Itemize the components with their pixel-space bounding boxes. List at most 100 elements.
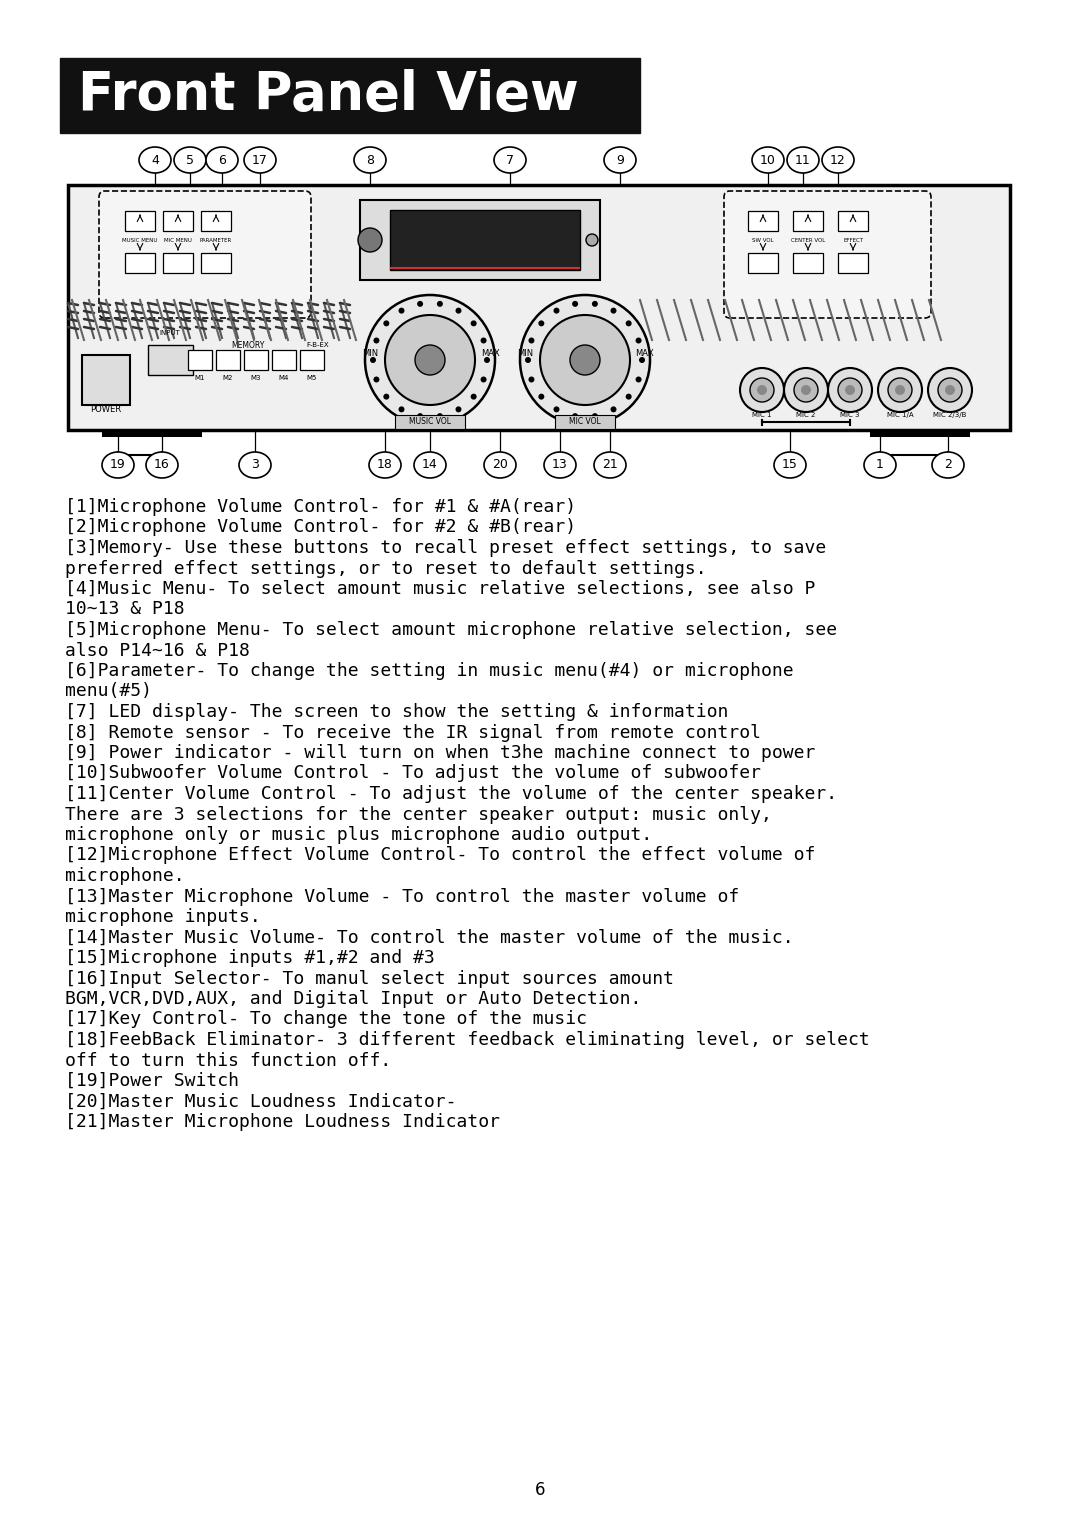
Text: 10~13 & P18: 10~13 & P18: [65, 600, 185, 619]
Circle shape: [399, 407, 405, 413]
Text: [19]Power Switch: [19]Power Switch: [65, 1071, 239, 1090]
Text: MAX: MAX: [481, 349, 499, 358]
Text: 10: 10: [760, 154, 775, 166]
Ellipse shape: [864, 453, 896, 479]
Circle shape: [456, 308, 461, 314]
FancyBboxPatch shape: [360, 200, 600, 280]
Text: 14: 14: [422, 459, 437, 471]
Text: [6]Parameter- To change the setting in music menu(#4) or microphone: [6]Parameter- To change the setting in m…: [65, 661, 794, 680]
Text: [21]Master Microphone Loudness Indicator: [21]Master Microphone Loudness Indicator: [65, 1113, 500, 1131]
Ellipse shape: [414, 453, 446, 479]
Circle shape: [525, 357, 531, 363]
Ellipse shape: [494, 146, 526, 174]
Text: [4]Music Menu- To select amount music relative selections, see also P: [4]Music Menu- To select amount music re…: [65, 581, 815, 597]
Text: CENTER VOL: CENTER VOL: [791, 238, 825, 242]
FancyBboxPatch shape: [102, 431, 202, 437]
FancyBboxPatch shape: [748, 210, 778, 232]
Text: [18]FeebBack Eliminator- 3 different feedback eliminating level, or select: [18]FeebBack Eliminator- 3 different fee…: [65, 1032, 869, 1049]
Circle shape: [415, 344, 445, 375]
FancyBboxPatch shape: [793, 210, 823, 232]
Ellipse shape: [354, 146, 386, 174]
Text: MIN: MIN: [517, 349, 534, 358]
FancyBboxPatch shape: [244, 351, 268, 370]
Text: microphone only or music plus microphone audio output.: microphone only or music plus microphone…: [65, 826, 652, 844]
Ellipse shape: [544, 453, 576, 479]
Circle shape: [794, 378, 818, 402]
Text: MIC 2: MIC 2: [796, 411, 815, 418]
Text: 2: 2: [944, 459, 951, 471]
Text: 13: 13: [552, 459, 568, 471]
Text: [14]Master Music Volume- To control the master volume of the music.: [14]Master Music Volume- To control the …: [65, 928, 794, 946]
Text: MAX: MAX: [636, 349, 654, 358]
Text: 7: 7: [507, 154, 514, 166]
Circle shape: [417, 300, 423, 306]
FancyBboxPatch shape: [555, 415, 615, 428]
Text: F-B-EX: F-B-EX: [307, 341, 329, 347]
Circle shape: [610, 308, 617, 314]
Text: PARAMETER: PARAMETER: [200, 238, 232, 242]
Circle shape: [750, 378, 774, 402]
Ellipse shape: [139, 146, 171, 174]
Circle shape: [484, 357, 490, 363]
Circle shape: [757, 386, 767, 395]
Text: MUSIC VOL: MUSIC VOL: [409, 416, 451, 425]
Circle shape: [572, 300, 578, 306]
Text: menu(#5): menu(#5): [65, 683, 152, 701]
Circle shape: [417, 413, 423, 419]
Circle shape: [383, 393, 389, 399]
FancyBboxPatch shape: [125, 210, 156, 232]
Text: 12: 12: [831, 154, 846, 166]
Ellipse shape: [787, 146, 819, 174]
Circle shape: [540, 315, 630, 405]
Text: 16: 16: [154, 459, 170, 471]
Text: 9: 9: [616, 154, 624, 166]
Text: [17]Key Control- To change the tone of the music: [17]Key Control- To change the tone of t…: [65, 1010, 588, 1029]
Text: also P14~16 & P18: also P14~16 & P18: [65, 642, 249, 660]
Circle shape: [528, 337, 535, 343]
Circle shape: [471, 320, 476, 326]
Circle shape: [437, 300, 443, 306]
FancyBboxPatch shape: [216, 351, 240, 370]
Text: [5]Microphone Menu- To select amount microphone relative selection, see: [5]Microphone Menu- To select amount mic…: [65, 620, 837, 639]
Text: [1]Microphone Volume Control- for #1 & #A(rear): [1]Microphone Volume Control- for #1 & #…: [65, 498, 576, 517]
Circle shape: [838, 378, 862, 402]
Text: 5: 5: [186, 154, 194, 166]
Text: 18: 18: [377, 459, 393, 471]
Ellipse shape: [239, 453, 271, 479]
FancyBboxPatch shape: [201, 210, 231, 232]
Ellipse shape: [174, 146, 206, 174]
Ellipse shape: [369, 453, 401, 479]
Text: 6: 6: [535, 1481, 545, 1500]
Text: off to turn this function off.: off to turn this function off.: [65, 1052, 391, 1070]
Ellipse shape: [594, 453, 626, 479]
Circle shape: [570, 344, 600, 375]
Circle shape: [399, 308, 405, 314]
Text: [3]Memory- Use these buttons to recall preset effect settings, to save: [3]Memory- Use these buttons to recall p…: [65, 539, 826, 556]
Text: [15]Microphone inputs #1,#2 and #3: [15]Microphone inputs #1,#2 and #3: [65, 949, 435, 968]
Circle shape: [554, 308, 559, 314]
FancyBboxPatch shape: [838, 253, 868, 273]
Text: M4: M4: [279, 375, 289, 381]
Circle shape: [519, 296, 650, 425]
Text: microphone.: microphone.: [65, 867, 185, 885]
FancyBboxPatch shape: [870, 431, 970, 437]
Text: M5: M5: [307, 375, 318, 381]
FancyBboxPatch shape: [68, 184, 1010, 430]
Text: [9] Power indicator - will turn on when t3he machine connect to power: [9] Power indicator - will turn on when …: [65, 744, 815, 762]
Ellipse shape: [604, 146, 636, 174]
Circle shape: [639, 357, 645, 363]
Circle shape: [625, 393, 632, 399]
FancyBboxPatch shape: [60, 58, 640, 133]
Text: MIC 2/3/B: MIC 2/3/B: [933, 411, 967, 418]
Circle shape: [456, 407, 461, 413]
Circle shape: [635, 337, 642, 343]
Text: MIC 1/A: MIC 1/A: [887, 411, 914, 418]
Text: EFFECT: EFFECT: [843, 238, 863, 242]
Ellipse shape: [146, 453, 178, 479]
Circle shape: [586, 235, 598, 245]
Ellipse shape: [752, 146, 784, 174]
Text: M2: M2: [222, 375, 233, 381]
FancyBboxPatch shape: [300, 351, 324, 370]
FancyBboxPatch shape: [82, 355, 130, 405]
Text: [8] Remote sensor - To receive the IR signal from remote control: [8] Remote sensor - To receive the IR si…: [65, 724, 761, 742]
